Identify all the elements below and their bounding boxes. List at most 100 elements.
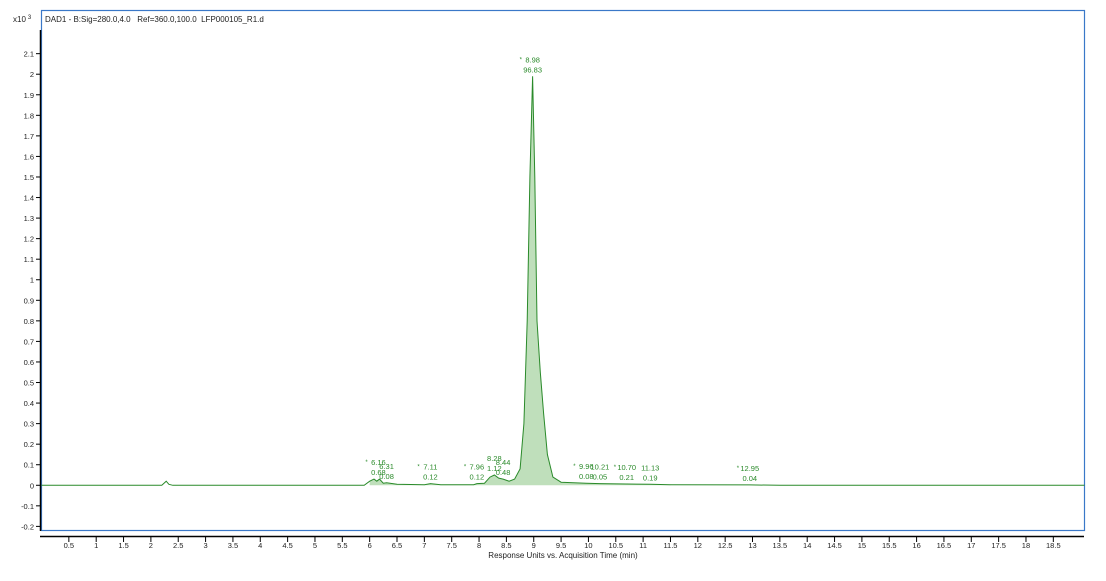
x-tick-label: 16.5 [937, 541, 952, 550]
x-tick-label: 4 [258, 541, 262, 550]
x-tick-label: 0.5 [64, 541, 74, 550]
x-tick-label: 6.5 [392, 541, 402, 550]
peak-marker-star: * [737, 466, 740, 472]
x-tick-label: 8 [477, 541, 481, 550]
x-tick-label: 6 [368, 541, 372, 550]
peak-marker-star: * [614, 465, 617, 471]
peak-retention-time: 7.11 [423, 463, 437, 472]
peak-label: 6.310.08 [379, 462, 394, 481]
peak-retention-time: 8.44 [496, 458, 511, 467]
y-tick-label: 0.3 [24, 420, 34, 429]
y-tick-label: -0.1 [21, 502, 34, 511]
y-tick-label: 0.2 [24, 440, 34, 449]
x-tick-label: 7.5 [446, 541, 456, 550]
peak-marker-star: * [417, 465, 420, 471]
peak-label: * 10.700.21 [614, 463, 636, 482]
x-tick-label: 10 [584, 541, 592, 550]
peak-area-percent: 0.48 [496, 468, 511, 477]
x-tick-label: 18.5 [1046, 541, 1061, 550]
y-tick-label: 0 [30, 481, 34, 490]
peak-area-percent: 0.12 [470, 473, 485, 482]
y-tick-label: 1.3 [24, 214, 34, 223]
x-tick-label: 13.5 [773, 541, 788, 550]
y-tick-label: 0.1 [24, 461, 34, 470]
x-tick-label: 15.5 [882, 541, 897, 550]
y-tick-label: 1.9 [24, 91, 34, 100]
x-tick-label: 16 [912, 541, 920, 550]
y-tick-label: 2.1 [24, 50, 34, 59]
peak-area-percent: 0.68 [371, 468, 386, 477]
peak-marker-star: * [573, 464, 576, 470]
peak-area-percent: 0.21 [619, 473, 634, 482]
y-tick-label: 1.5 [24, 173, 34, 182]
peak-retention-time: 8.28 [487, 454, 502, 463]
x-tick-label: 5 [313, 541, 317, 550]
x-tick-label: 12.5 [718, 541, 733, 550]
x-tick-label: 1.5 [118, 541, 128, 550]
x-tick-label: 10.5 [608, 541, 623, 550]
y-tick-label: 1.1 [24, 255, 34, 264]
x-tick-label: 14 [803, 541, 811, 550]
x-tick-label: 5.5 [337, 541, 347, 550]
peak-label: * 7.960.12 [464, 463, 484, 482]
peak-retention-time: 7.96 [470, 463, 485, 472]
y-tick-label: 0.7 [24, 337, 34, 346]
x-tick-label: 4.5 [282, 541, 292, 550]
x-tick-label: 2.5 [173, 541, 183, 550]
peak-marker-star: * [365, 460, 368, 466]
peak-retention-time: 6.16 [371, 458, 386, 467]
y-tick-label: 2 [30, 70, 34, 79]
peak-area-percent: 0.08 [579, 472, 594, 481]
peak-label: * 9.960.08 [573, 462, 593, 481]
x-tick-label: 14.5 [827, 541, 842, 550]
peak-area-percent: 96.83 [523, 65, 542, 74]
x-tick-label: 18 [1022, 541, 1030, 550]
x-tick-label: 12 [694, 541, 702, 550]
peak-label: 10.210.05 [591, 463, 610, 482]
peak-area-percent: 0.08 [379, 472, 394, 481]
peak-area-percent: 1.12 [487, 464, 502, 473]
peak-retention-time: 12.95 [740, 464, 759, 473]
y-tick-label: 0.5 [24, 379, 34, 388]
peak-retention-time: 6.31 [379, 462, 394, 471]
x-tick-label: 9.5 [556, 541, 566, 550]
y-tick-label: 0.4 [24, 399, 34, 408]
peak-marker-star: * [520, 57, 523, 63]
x-tick-label: 15 [858, 541, 866, 550]
x-tick-label: 11.5 [663, 541, 677, 550]
y-tick-label: 0.6 [24, 358, 34, 367]
y-tick-label: 0.8 [24, 317, 34, 326]
peak-area-percent: 0.19 [643, 473, 658, 482]
y-multiplier: x10 3 [13, 15, 32, 24]
peak-retention-time: 11.13 [641, 463, 659, 472]
peak-retention-time: 10.70 [617, 463, 636, 472]
y-tick-label: 1.7 [24, 132, 34, 141]
y-tick-label: 1.4 [24, 194, 34, 203]
x-tick-label: 2 [149, 541, 153, 550]
x-tick-label: 3.5 [228, 541, 238, 550]
chart-title: DAD1 - B:Sig=280.0,4.0 Ref=360.0,100.0 L… [45, 15, 264, 24]
x-tick-label: 7 [422, 541, 426, 550]
x-tick-label: 17 [967, 541, 975, 550]
y-tick-label: 1.2 [24, 235, 34, 244]
peak-retention-time: 8.98 [525, 55, 540, 64]
x-tick-label: 8.5 [501, 541, 511, 550]
peak-label: 8.440.48 [496, 458, 511, 477]
y-tick-label: 0.9 [24, 296, 34, 305]
peak-area-fill [369, 76, 671, 486]
y-tick-label: 1.8 [24, 111, 34, 120]
peak-marker-star: * [464, 465, 467, 471]
x-tick-label: 17.5 [991, 541, 1006, 550]
peak-label: 8.281.12 [487, 454, 502, 473]
peak-retention-time: 9.96 [579, 462, 594, 471]
y-tick-label: 1.6 [24, 152, 34, 161]
signal-trace [41, 76, 1085, 486]
x-tick-label: 3 [203, 541, 207, 550]
x-tick-label: 1 [94, 541, 98, 550]
peak-area-percent: 0.12 [423, 473, 438, 482]
y-tick-label: -0.2 [21, 522, 34, 531]
peak-label: * 7.110.12 [417, 463, 437, 482]
peak-retention-time: 10.21 [591, 463, 610, 472]
